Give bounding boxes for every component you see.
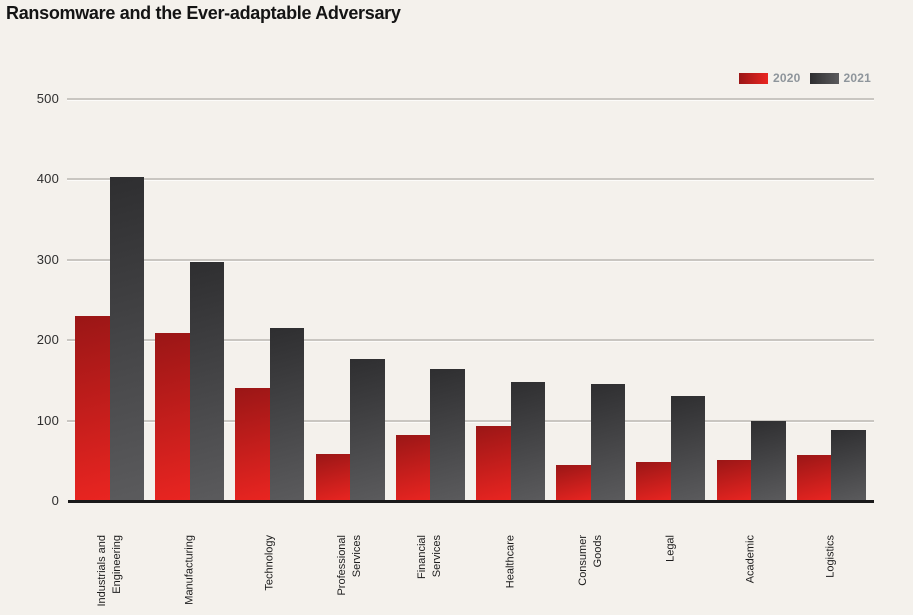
bar-2020	[796, 455, 832, 501]
x-axis-label: Consumer Goods	[576, 535, 604, 586]
bar-group	[716, 99, 786, 501]
bar-2021	[751, 420, 786, 501]
bar-2020	[476, 426, 511, 501]
x-axis-label-wrap: Healthcare	[476, 535, 545, 615]
legend-item-2021: 2021	[809, 71, 872, 85]
x-axis-label: Technology	[263, 535, 276, 591]
bar-2020	[315, 453, 351, 501]
x-axis-label-wrap: Professional Services	[316, 535, 385, 615]
bar-2021	[189, 262, 225, 501]
bar-group	[636, 99, 706, 501]
x-axis-label: Professional Services	[336, 535, 364, 596]
bar-2021	[510, 382, 545, 501]
bar-2021	[590, 383, 626, 501]
x-axis-label: Logistics	[824, 535, 837, 578]
bar-2021	[430, 369, 465, 501]
x-axis-label: Financial Services	[416, 535, 444, 580]
bar-2021	[670, 395, 706, 501]
y-tick-label-0: 0	[51, 493, 59, 508]
x-axis-label-wrap: Logistics	[797, 535, 866, 615]
bar-group	[796, 99, 866, 501]
legend-item-2020: 2020	[739, 71, 801, 85]
bar-2020	[556, 464, 591, 501]
bar-2020	[155, 332, 190, 501]
x-axis-label-wrap: Industrials and Engineering	[75, 535, 144, 615]
x-axis-label: Industrials and Engineering	[95, 535, 123, 607]
x-axis-label-wrap: Technology	[235, 535, 304, 615]
bar-2021	[831, 430, 866, 501]
legend-swatch-2021	[809, 72, 839, 84]
chart-title: Ransomware and the Ever-adaptable Advers…	[6, 3, 401, 23]
bar-2021	[350, 358, 385, 501]
plot-area: 0 100 200 300 400 500 Industrials and Engineer…	[37, 91, 874, 607]
x-axis-label-wrap: Financial Services	[396, 535, 465, 615]
gridline-300	[67, 258, 874, 261]
gridline-400	[67, 178, 874, 181]
bar-group	[75, 99, 144, 501]
legend-swatch-2020	[739, 72, 768, 84]
bar-2020	[75, 316, 110, 501]
y-tick-label-100: 100	[36, 412, 59, 428]
chart-legend: 2020 2021	[739, 71, 871, 85]
x-axis-label: Legal	[664, 535, 677, 562]
legend-label-2021: 2021	[843, 71, 871, 85]
bar-2021	[109, 177, 144, 501]
gridline-200	[67, 339, 874, 342]
gridline-500	[67, 98, 874, 100]
bar-2020	[395, 435, 431, 501]
bar-group	[556, 99, 626, 501]
bar-group	[235, 99, 305, 501]
bar-2020	[235, 388, 270, 501]
bar-2020	[636, 461, 671, 501]
x-axis-label-wrap: Legal	[636, 535, 705, 615]
gridline-100	[67, 419, 874, 422]
x-axis-label-wrap: Academic	[717, 535, 786, 615]
bar-2021	[269, 328, 305, 501]
x-axis-label: Academic	[744, 535, 757, 584]
y-tick-label-300: 300	[36, 251, 59, 267]
x-axis-label: Manufacturing	[183, 535, 196, 605]
x-axis-label-wrap: Manufacturing	[155, 535, 224, 615]
bar-group	[476, 99, 545, 501]
bar-group	[155, 99, 225, 501]
y-tick-label-200: 200	[36, 332, 59, 348]
x-axis-label-wrap: Consumer Goods	[556, 535, 625, 615]
legend-label-2020: 2020	[773, 71, 801, 85]
x-axis-label: Healthcare	[504, 535, 517, 589]
y-tick-label-500: 500	[36, 91, 59, 106]
y-tick-label-400: 400	[36, 171, 59, 187]
bar-group	[315, 99, 385, 501]
bar-2020	[716, 460, 752, 501]
bar-group	[395, 99, 465, 501]
x-axis-line	[68, 500, 874, 503]
